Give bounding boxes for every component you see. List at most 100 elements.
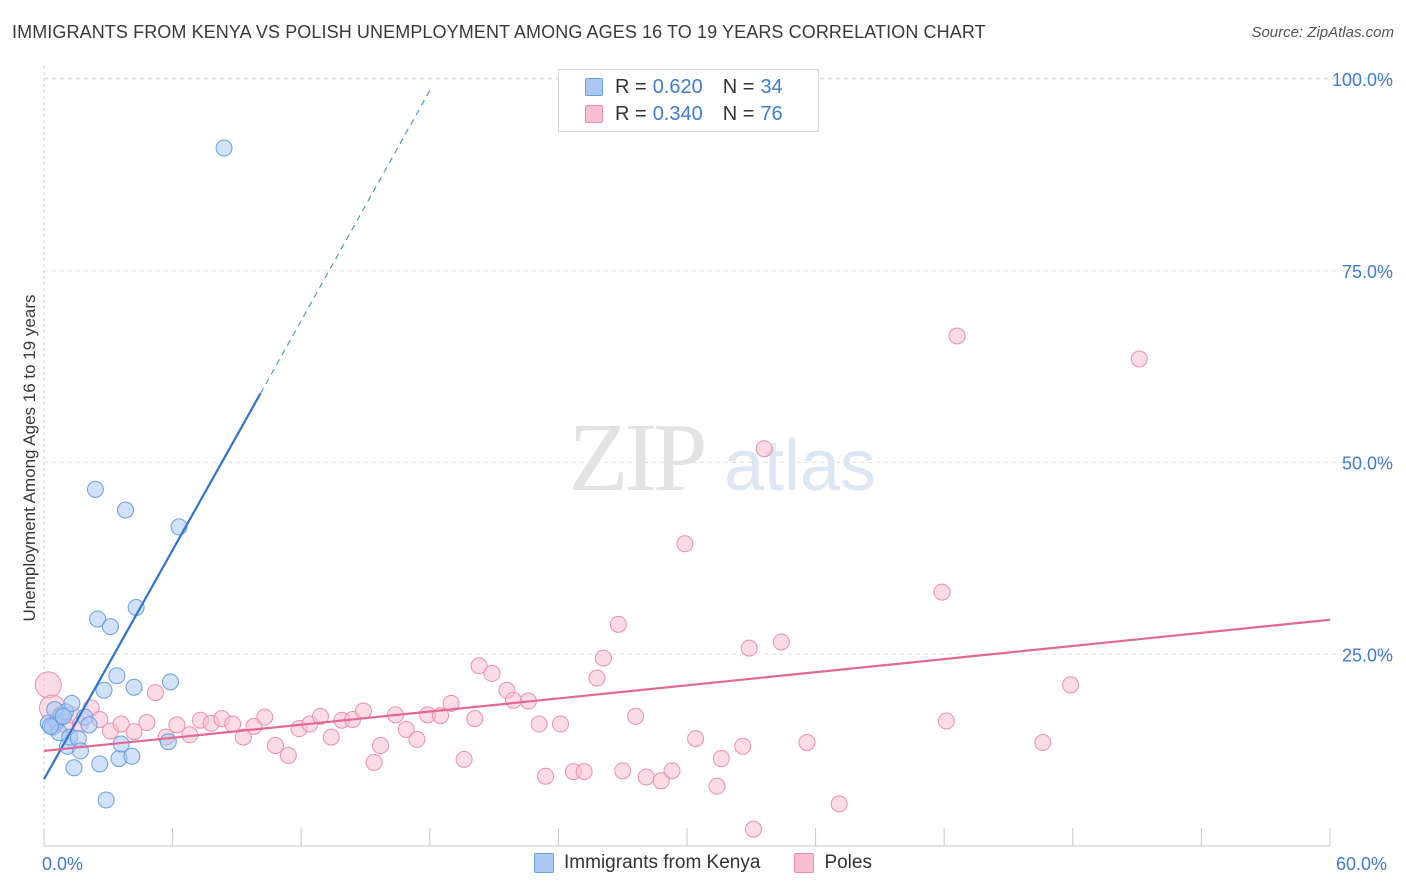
kenya-point xyxy=(71,742,89,760)
poles-point xyxy=(537,767,555,785)
kenya-point xyxy=(63,694,81,712)
legend-n-label: N = xyxy=(722,102,755,125)
poles-point xyxy=(830,795,848,813)
kenya-point xyxy=(123,747,141,765)
poles-point xyxy=(1130,350,1148,368)
y-tick-labels: 25.0% 50.0% 75.0% 100.0% xyxy=(1332,70,1393,665)
legend-row-kenya: R = 0.620 N = 34 xyxy=(585,75,783,99)
kenya-point xyxy=(215,139,233,157)
poles-point xyxy=(504,691,522,709)
kenya-point xyxy=(95,681,113,699)
kenya-legend-swatch xyxy=(534,853,555,873)
poles-legend-swatch xyxy=(794,853,815,873)
poles-point xyxy=(734,737,752,755)
poles-point xyxy=(279,746,297,764)
poles-point xyxy=(455,750,473,768)
legend-n-label: N = xyxy=(722,75,755,98)
legend-r-value: 0.620 xyxy=(652,75,703,98)
poles-point xyxy=(483,664,501,682)
poles-point xyxy=(408,730,426,748)
poles-point xyxy=(652,772,670,790)
poles-point xyxy=(125,723,143,741)
stats-legend: R = 0.620 N = 34 R = 0.340 N = 76 xyxy=(558,69,819,132)
legend-n-value: 34 xyxy=(760,75,783,98)
legend-label-poles: Poles xyxy=(824,852,872,873)
poles-series xyxy=(34,327,1148,838)
watermark-zip: ZIP xyxy=(569,404,704,512)
poles-point xyxy=(354,702,372,720)
kenya-point xyxy=(86,480,104,498)
kenya-point xyxy=(89,610,107,628)
poles-swatch xyxy=(585,105,603,123)
y-axis-label: Unemployment Among Ages 16 to 19 years xyxy=(20,294,39,622)
legend-row-poles: R = 0.340 N = 76 xyxy=(585,102,783,126)
watermark-atlas: atlas xyxy=(724,426,876,506)
poles-point xyxy=(687,730,705,748)
poles-point xyxy=(588,669,606,687)
poles-point xyxy=(712,750,730,768)
poles-point xyxy=(234,728,252,746)
poles-point xyxy=(663,762,681,780)
y-tick-label: 100.0% xyxy=(1332,70,1393,90)
trend-lines xyxy=(43,90,1331,780)
poles-point xyxy=(933,583,951,601)
kenya-trend-line xyxy=(43,392,262,780)
poles-point xyxy=(322,728,340,746)
kenya-point xyxy=(159,733,177,751)
x-tick-min: 0.0% xyxy=(42,854,84,874)
poles-trend-line xyxy=(43,618,1331,752)
poles-point xyxy=(798,733,816,751)
kenya-swatch xyxy=(585,78,603,96)
poles-point xyxy=(740,639,758,657)
poles-point xyxy=(676,535,694,553)
poles-point xyxy=(530,715,548,733)
kenya-point xyxy=(101,618,119,636)
kenya-point xyxy=(97,791,115,809)
legend-r-value: 0.340 xyxy=(652,102,703,125)
poles-point xyxy=(609,615,627,633)
kenya-point xyxy=(161,673,179,691)
poles-point xyxy=(365,753,383,771)
kenya-point xyxy=(80,716,98,734)
poles-point xyxy=(637,768,655,786)
kenya-series xyxy=(39,139,233,809)
poles-point xyxy=(138,714,156,732)
poles-point xyxy=(397,720,415,738)
poles-point xyxy=(224,715,242,733)
poles-point xyxy=(937,712,955,730)
legend-r-label: R = xyxy=(615,75,647,98)
poles-point xyxy=(614,762,632,780)
poles-point xyxy=(146,684,164,702)
poles-point xyxy=(772,633,790,651)
poles-point xyxy=(112,715,130,733)
chart-title: IMMIGRANTS FROM KENYA VS POLISH UNEMPLOY… xyxy=(12,22,986,42)
kenya-point xyxy=(125,678,143,696)
legend-r-label: R = xyxy=(615,102,647,125)
poles-point xyxy=(1034,733,1052,751)
legend-item-poles[interactable]: Poles xyxy=(794,852,872,874)
kenya-point xyxy=(91,755,109,773)
poles-point xyxy=(311,707,329,725)
poles-point xyxy=(594,649,612,667)
poles-point xyxy=(575,763,593,781)
kenya-point xyxy=(116,501,134,519)
poles-point xyxy=(744,820,762,838)
poles-point xyxy=(372,737,390,755)
poles-point xyxy=(627,707,645,725)
kenya-point xyxy=(65,759,83,777)
source-credit: Source: ZipAtlas.com xyxy=(1251,24,1394,41)
poles-point xyxy=(470,657,488,675)
poles-point xyxy=(168,716,186,734)
kenya-point xyxy=(54,707,72,725)
poles-point xyxy=(1062,676,1080,694)
y-tick-label: 75.0% xyxy=(1342,262,1393,282)
legend-item-kenya[interactable]: Immigrants from Kenya xyxy=(534,852,760,874)
watermark: ZIP atlas xyxy=(569,404,877,512)
gridlines xyxy=(44,77,1392,655)
legend-n-value: 76 xyxy=(760,102,783,125)
poles-point xyxy=(552,715,570,733)
kenya-point xyxy=(108,667,126,685)
legend-label-kenya: Immigrants from Kenya xyxy=(564,852,761,873)
y-tick-label: 50.0% xyxy=(1342,454,1393,474)
poles-point xyxy=(948,327,966,345)
